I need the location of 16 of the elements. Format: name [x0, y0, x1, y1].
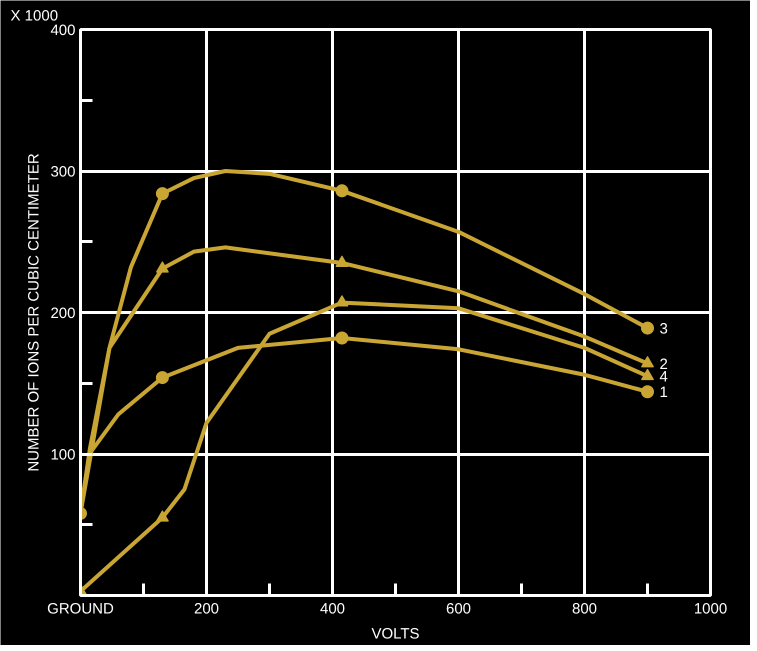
text: X 1000 [10, 8, 58, 24]
y-tick-label: 300 [50, 164, 76, 180]
series-label: 3 [660, 320, 668, 338]
x-tick-label: 600 [446, 600, 472, 618]
x-tick-label: 400 [320, 600, 346, 618]
x-tick-label: GROUND [47, 600, 114, 618]
y-tick-label: 100 [50, 446, 76, 464]
series-label: 4 [660, 368, 668, 386]
y-tick-label: 200 [50, 305, 76, 322]
x-tick-label: 800 [572, 600, 598, 618]
x-tick-label: 200 [194, 600, 220, 618]
series-label: 1 [660, 384, 668, 402]
x-axis-title: VOLTS [371, 626, 420, 642]
x-tick-label: 1000 [694, 600, 728, 618]
y-axis-title: NUMBER OF IONS PER CUBIC CENTIMETER [25, 153, 42, 472]
y-tick-label: 400 [50, 22, 76, 39]
